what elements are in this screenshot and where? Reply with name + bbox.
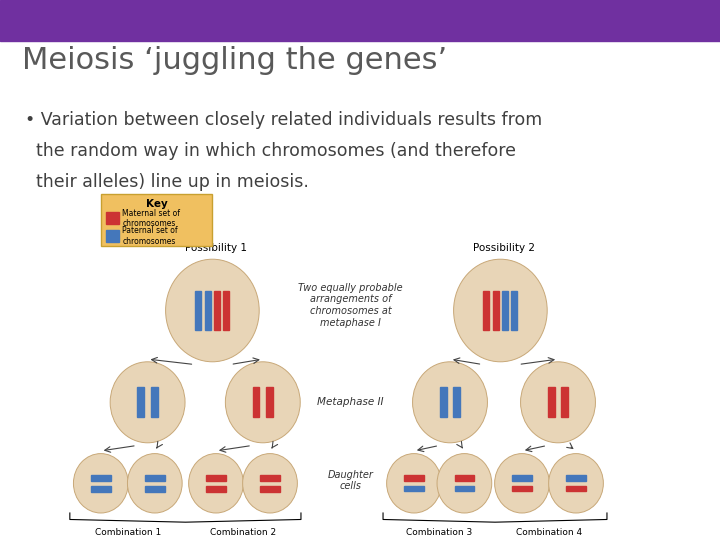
Bar xyxy=(405,486,423,491)
Ellipse shape xyxy=(166,259,259,362)
Text: the random way in which chromosomes (and therefore: the random way in which chromosomes (and… xyxy=(25,142,516,160)
Text: • Variation between closely related individuals results from: • Variation between closely related indi… xyxy=(25,111,542,129)
Text: their alleles) line up in meiosis.: their alleles) line up in meiosis. xyxy=(25,173,309,191)
Ellipse shape xyxy=(454,259,547,362)
Text: Paternal set of
chromosomes: Paternal set of chromosomes xyxy=(122,226,178,246)
Bar xyxy=(492,291,499,330)
Text: Combination 3: Combination 3 xyxy=(406,528,472,537)
Bar xyxy=(405,475,423,481)
Text: Possibility 1: Possibility 1 xyxy=(185,242,247,253)
Ellipse shape xyxy=(437,454,492,513)
Bar xyxy=(204,291,211,330)
Bar xyxy=(206,485,226,491)
Ellipse shape xyxy=(387,454,441,513)
Bar xyxy=(454,387,460,417)
Ellipse shape xyxy=(189,454,243,513)
Bar xyxy=(206,475,226,481)
Ellipse shape xyxy=(73,454,128,513)
Bar xyxy=(266,387,273,417)
Bar xyxy=(455,486,474,491)
Bar xyxy=(91,475,111,481)
Bar xyxy=(0,0,720,40)
Text: Possibility 2: Possibility 2 xyxy=(473,242,535,253)
Text: Maternal set of
chromosomes: Maternal set of chromosomes xyxy=(122,209,181,228)
Bar xyxy=(513,486,531,491)
Bar xyxy=(223,291,230,330)
Text: Combination 1: Combination 1 xyxy=(94,528,161,537)
Bar xyxy=(138,387,144,417)
Bar xyxy=(548,387,554,417)
Bar xyxy=(513,475,531,481)
Ellipse shape xyxy=(549,454,603,513)
Text: Combination 2: Combination 2 xyxy=(210,528,276,537)
Ellipse shape xyxy=(413,362,487,443)
Bar xyxy=(145,485,165,491)
Bar xyxy=(253,387,259,417)
Text: Two equally probable
arrangements of
chromosomes at
metaphase I: Two equally probable arrangements of chr… xyxy=(298,283,403,327)
Text: Metaphase II: Metaphase II xyxy=(318,397,384,407)
Bar xyxy=(151,387,158,417)
Bar xyxy=(145,475,165,481)
Ellipse shape xyxy=(127,454,182,513)
Text: Daughter
cells: Daughter cells xyxy=(328,470,374,491)
Bar xyxy=(562,387,568,417)
Ellipse shape xyxy=(110,362,185,443)
Text: Meiosis ‘juggling the genes’: Meiosis ‘juggling the genes’ xyxy=(22,46,446,75)
Ellipse shape xyxy=(495,454,549,513)
Bar xyxy=(106,230,119,241)
Bar xyxy=(567,475,585,481)
Bar xyxy=(260,475,280,481)
Bar xyxy=(260,485,280,491)
Bar xyxy=(483,291,490,330)
Bar xyxy=(440,387,446,417)
Bar xyxy=(455,475,474,481)
Ellipse shape xyxy=(225,362,300,443)
Ellipse shape xyxy=(521,362,595,443)
Text: Key: Key xyxy=(145,199,168,209)
Bar xyxy=(511,291,518,330)
Bar xyxy=(502,291,508,330)
Bar xyxy=(195,291,202,330)
FancyBboxPatch shape xyxy=(101,194,212,246)
Bar xyxy=(214,291,220,330)
Bar xyxy=(91,485,111,491)
Text: Combination 4: Combination 4 xyxy=(516,528,582,537)
Bar xyxy=(567,486,585,491)
Bar xyxy=(106,212,119,224)
Ellipse shape xyxy=(243,454,297,513)
